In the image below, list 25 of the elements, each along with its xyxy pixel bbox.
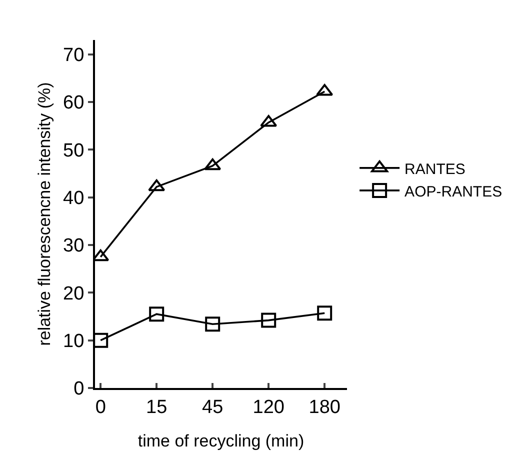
point: [317, 306, 332, 321]
legend-label: AOP-RANTES: [404, 183, 502, 200]
point: [261, 312, 276, 328]
point: [260, 114, 278, 127]
y-tick-label: 30: [63, 236, 84, 257]
x-tick-label: 45: [202, 396, 224, 418]
legend-label: RANTES: [404, 160, 466, 178]
point: [316, 84, 334, 96]
y-tick-label: 10: [63, 330, 84, 352]
x-tick-label: 180: [308, 396, 340, 418]
y-tick-label: 20: [63, 283, 84, 304]
point: [149, 306, 164, 322]
point: [205, 316, 220, 332]
y-tick-label: 40: [63, 188, 84, 209]
y-tick-label: 50: [63, 140, 84, 162]
y-tick-label: 0: [74, 378, 84, 400]
y-tick-label: 70: [63, 44, 84, 66]
point: [204, 158, 222, 170]
y-axis-title: relative fluorescencne intensity (%): [35, 82, 54, 346]
x-tick-label: 15: [146, 396, 168, 418]
x-axis-title: time of recycling (min): [138, 432, 304, 451]
x-tick-label: 120: [252, 396, 284, 418]
y-tick-label: 60: [63, 92, 84, 114]
x-tick-label: 0: [95, 396, 106, 418]
point: [148, 179, 166, 192]
